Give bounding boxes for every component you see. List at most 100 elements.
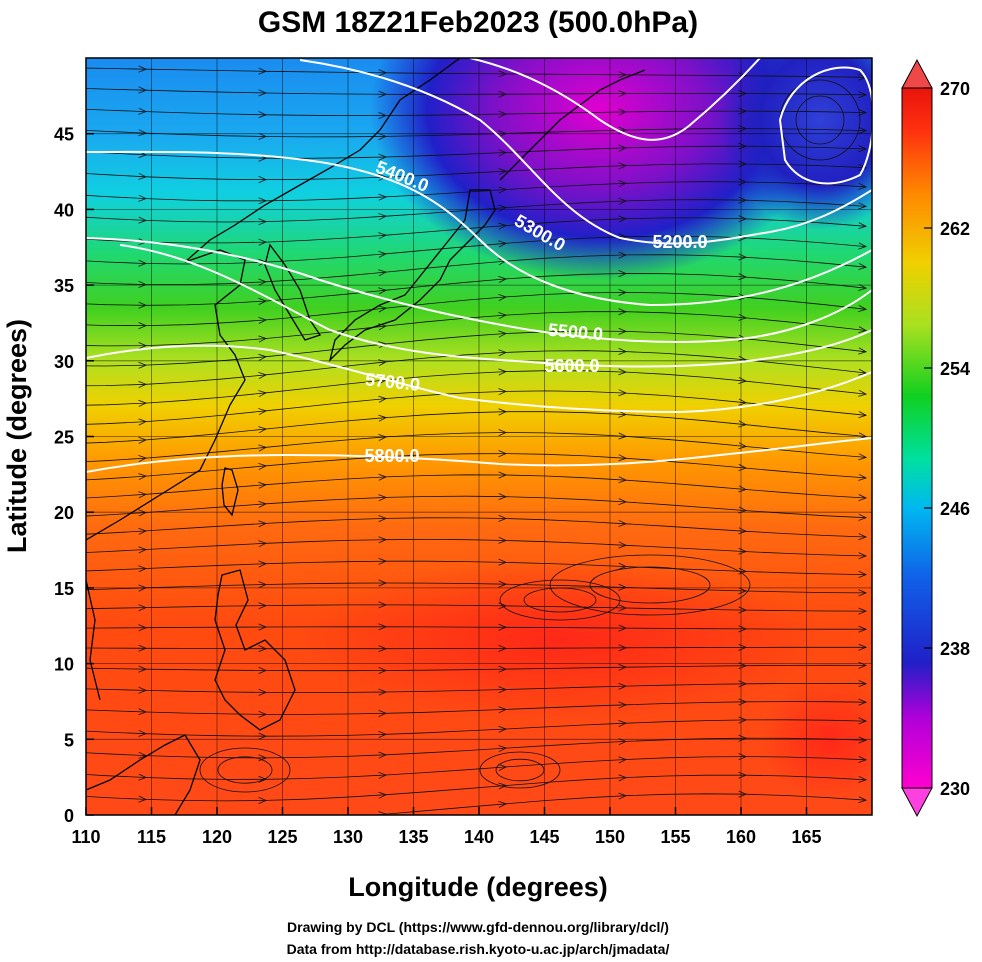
streamline-arrow-icon: [259, 818, 266, 824]
contour-5800-line: [86, 437, 872, 473]
streamline-29: [86, 646, 866, 650]
streamline-arrow-icon: [858, 736, 868, 744]
streamline-arrow-icon: [258, 132, 268, 140]
streamline-arrow-icon: [858, 263, 868, 270]
y-tick-label-0: 0: [64, 806, 74, 826]
streamline-arrow-icon: [498, 330, 508, 338]
streamline-37: [368, 793, 867, 815]
streamline-arrow-icon: [138, 527, 148, 535]
streamline-arrow-icon: [258, 602, 268, 610]
coast-sakhalin-kurils: [499, 69, 646, 181]
streamline-arrow-icon: [138, 129, 148, 137]
streamline-arrow-icon: [858, 347, 868, 355]
coast-korea: [264, 243, 322, 341]
chart-title: GSM 18Z21Feb2023 (500.0hPa): [258, 6, 698, 39]
streamline-1: [86, 88, 867, 96]
streamline-arrow-icon: [618, 541, 628, 549]
streamline-arrow-icon: [858, 589, 868, 597]
streamline-arrow-icon: [378, 90, 388, 98]
streamline-arrow-icon: [498, 222, 508, 230]
streamline-arrow-icon: [858, 717, 868, 725]
streamline-22: [86, 495, 867, 519]
circulation-loop-1: [549, 554, 751, 616]
streamline-arrow-icon: [858, 222, 868, 230]
streamline-arrow-icon: [378, 250, 388, 258]
streamline-arrow-icon: [378, 601, 388, 609]
streamline-arrow-icon: [858, 305, 868, 312]
streamline-3: [86, 128, 867, 138]
streamline-arrow-icon: [378, 473, 388, 481]
colorbar-tick-label-270: 270: [940, 79, 970, 99]
streamline-arrow-icon: [258, 67, 268, 75]
streamline-arrow-icon: [258, 297, 268, 305]
streamline-arrow-icon: [258, 710, 268, 718]
streamline-arrow-icon: [858, 552, 868, 560]
streamline-arrow-icon: [378, 515, 388, 523]
streamline-arrow-icon: [258, 372, 268, 379]
streamline-arrow-icon: [498, 706, 508, 714]
streamline-arrow-icon: [138, 361, 148, 369]
streamline-arrow-icon: [378, 153, 388, 161]
streamline-arrow-icon: [258, 732, 268, 740]
streamline-16: [86, 370, 867, 406]
streamline-arrow-icon: [258, 775, 268, 783]
colorbar: 230 238 246 254 262 270: [901, 58, 970, 818]
streamline-arrow-icon: [618, 792, 628, 800]
contour-5700-line: [86, 344, 872, 414]
streamline-arrow-icon: [378, 69, 388, 77]
streamline-arrow-icon: [138, 342, 148, 350]
streamline-arrow-icon: [378, 133, 388, 140]
colorbar-ticks: 230 238 246 254 262 270: [924, 79, 970, 799]
y-tick-label-5: 5: [64, 730, 74, 750]
streamline-arrow-icon: [858, 756, 868, 763]
streamline-arrow-icon: [498, 644, 508, 652]
streamline-35: [86, 756, 867, 780]
streamlines: [86, 65, 868, 824]
streamline-arrow-icon: [138, 665, 148, 673]
streamline-arrow-icon: [138, 301, 148, 309]
streamline-arrow-icon: [258, 520, 268, 528]
streamline-arrow-icon: [498, 186, 508, 194]
streamline-arrow-icon: [618, 498, 628, 506]
streamline-arrow-icon: [378, 395, 388, 403]
streamline-arrow-icon: [258, 176, 268, 184]
streamline-arrow-icon: [618, 90, 628, 98]
streamline-arrow-icon: [858, 389, 868, 397]
y-tick-label-35: 35: [54, 276, 74, 296]
streamline-arrow-icon: [498, 536, 508, 544]
streamline-arrow-icon: [258, 390, 268, 398]
streamline-arrow-icon: [858, 570, 868, 578]
streamline-arrow-icon: [858, 182, 868, 190]
streamline-arrow-icon: [258, 197, 268, 205]
streamline-arrow-icon: [618, 347, 628, 355]
streamline-arrow-icon: [378, 414, 388, 422]
streamline-arrow-icon: [138, 773, 148, 781]
streamline-arrow-icon: [258, 797, 268, 804]
streamline-15: [86, 350, 867, 387]
streamline-arrow-icon: [138, 604, 148, 612]
streamline-arrow-icon: [378, 269, 388, 277]
y-tick-label-45: 45: [54, 125, 74, 145]
streamline-arrow-icon: [858, 796, 868, 804]
streamline-21: [86, 474, 867, 499]
streamline-arrow-icon: [378, 623, 388, 631]
circulation-loop-2: [499, 579, 621, 621]
streamline-arrow-icon: [138, 473, 148, 481]
y-tick-label-10: 10: [54, 655, 74, 675]
low-temperature-core-east: [720, 58, 872, 230]
streamline-arrow-icon: [138, 65, 148, 73]
streamline-20: [86, 453, 867, 481]
streamline-arrow-icon: [258, 238, 268, 246]
streamline-arrow-icon: [378, 645, 388, 653]
streamline-arrow-icon: [618, 289, 628, 296]
coast-philippines: [214, 569, 296, 731]
streamline-arrow-icon: [618, 519, 628, 527]
streamline-arrow-icon: [258, 645, 268, 653]
streamline-arrow-icon: [378, 667, 388, 674]
streamline-arrow-icon: [138, 624, 148, 632]
colorbar-tick-label-262: 262: [940, 219, 970, 239]
colorbar-tick-label-254: 254: [940, 359, 970, 379]
colorbar-tick-label-238: 238: [940, 639, 970, 659]
streamline-arrow-icon: [858, 126, 868, 134]
streamline-arrow-icon: [498, 580, 508, 588]
